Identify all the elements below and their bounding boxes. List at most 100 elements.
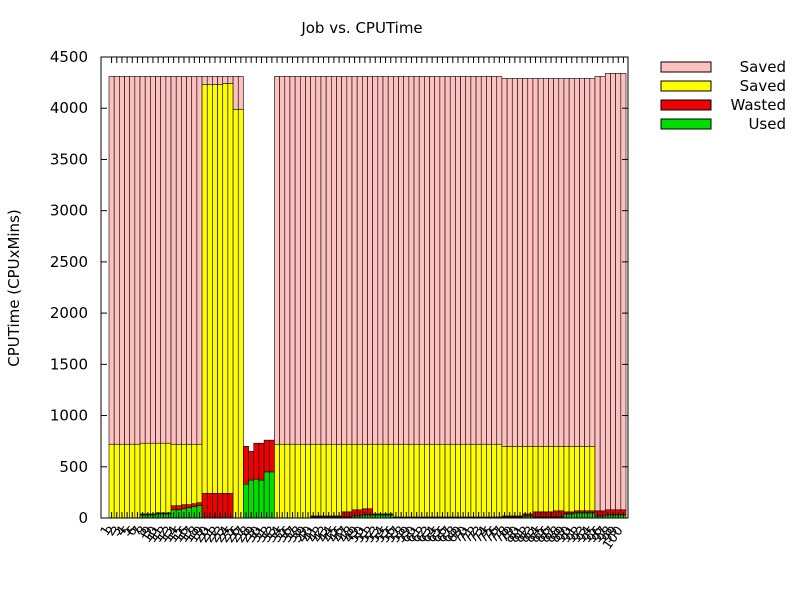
bar-52-series-3 [372, 76, 379, 445]
bar-44-series-3 [331, 76, 337, 445]
bar-89-series-2 [563, 445, 570, 513]
bar-81-series-2 [522, 445, 529, 515]
bar-51-series-2 [367, 443, 373, 510]
bar-93-series-2 [584, 445, 591, 512]
bar-87-series-3 [553, 78, 560, 447]
bar-85-series-3 [542, 78, 549, 447]
y-tick-label: 500 [59, 458, 88, 476]
bar-75-series-3 [491, 76, 498, 445]
bar-39-series-3 [305, 76, 311, 445]
bar-66-series-2 [444, 443, 451, 518]
bar-59-series-3 [408, 76, 415, 445]
bar-48-series-2 [351, 443, 358, 511]
bar-38-series-2 [299, 443, 306, 519]
bar-10-series-3 [155, 76, 161, 444]
bar-26-series-3 [237, 76, 244, 110]
bar-12-series-3 [165, 76, 172, 444]
bar-83-series-2 [532, 445, 539, 513]
bar-20-series-3 [206, 76, 213, 85]
bar-29-series-1 [253, 442, 260, 480]
bar-92-series-3 [579, 78, 585, 447]
bar-23-series-2 [222, 83, 229, 494]
bar-64-series-3 [434, 76, 441, 445]
bar-18-series-1 [196, 502, 203, 507]
bar-86-series-3 [548, 78, 554, 447]
bar-33-series-2 [274, 443, 280, 519]
bar-18-series-3 [196, 76, 203, 445]
bar-41-series-3 [315, 76, 322, 445]
bar-74-series-2 [486, 443, 492, 518]
bar-98-series-3 [610, 73, 616, 511]
bar-100-series-3 [620, 73, 627, 511]
x-tick-labels: 1234567891011121314151617181920212223242… [98, 524, 627, 553]
bar-21-series-3 [212, 76, 218, 85]
bar-78-series-2 [506, 445, 513, 517]
legend-swatch [660, 80, 712, 92]
y-tick-label: 4500 [50, 48, 88, 66]
bar-14-series-3 [175, 76, 182, 445]
bar-88-series-3 [558, 78, 565, 447]
bar-33-series-3 [274, 76, 280, 445]
bar-8-series-2 [144, 442, 151, 515]
bar-69-series-2 [460, 443, 467, 518]
bar-5-series-2 [129, 443, 136, 519]
bar-74-series-3 [486, 76, 492, 445]
bar-84-series-2 [537, 445, 544, 513]
bar-79-series-2 [511, 445, 518, 517]
bar-36-series-3 [289, 76, 296, 445]
bar-13-series-2 [170, 443, 177, 507]
bar-64-series-2 [434, 443, 441, 518]
bar-97-series-3 [605, 73, 611, 511]
bar-80-series-3 [517, 78, 523, 447]
bar-90-series-2 [568, 445, 575, 513]
bar-72-series-3 [475, 76, 482, 445]
bar-73-series-3 [480, 76, 487, 445]
bar-18-series-2 [196, 443, 203, 503]
bar-52-series-2 [372, 443, 379, 515]
bar-25-series-2 [232, 108, 239, 519]
bar-25-series-3 [232, 76, 239, 110]
bar-14-series-1 [175, 505, 182, 511]
y-tick-label: 2500 [50, 253, 88, 271]
y-tick-label: 2000 [50, 304, 88, 322]
bar-27-series-1 [243, 445, 249, 485]
legend-label: Used [748, 115, 786, 133]
bar-17-series-1 [191, 503, 198, 508]
bar-17-series-2 [191, 443, 198, 504]
bar-17-series-3 [191, 76, 198, 445]
bar-95-series-3 [594, 76, 601, 512]
bar-16-series-3 [186, 76, 193, 445]
chart-title: Job vs. CPUTime [300, 19, 422, 37]
y-tick-label: 0 [78, 509, 88, 527]
bar-67-series-3 [449, 76, 456, 445]
bar-76-series-2 [496, 443, 503, 518]
bar-50-series-3 [362, 76, 368, 445]
bar-34-series-3 [279, 76, 286, 445]
bar-60-series-3 [413, 76, 420, 445]
plot-border [100, 56, 629, 519]
bar-53-series-2 [377, 443, 384, 515]
bar-32-series-0 [268, 471, 275, 519]
bar-46-series-3 [341, 76, 348, 445]
bar-24-series-3 [227, 76, 234, 84]
bar-68-series-2 [455, 443, 461, 518]
bar-16-series-2 [186, 443, 193, 505]
bar-54-series-3 [382, 76, 389, 445]
y-tick-label: 1500 [50, 355, 88, 373]
bar-63-series-2 [429, 443, 436, 518]
bar-1-series-2 [108, 443, 115, 519]
bar-22-series-3 [217, 76, 224, 85]
bar-77-series-3 [501, 78, 508, 447]
bar-68-series-3 [455, 76, 461, 445]
bar-35-series-2 [284, 443, 291, 519]
bar-96-series-3 [599, 76, 606, 512]
bar-4-series-3 [124, 76, 130, 445]
bar-47-series-2 [346, 443, 353, 513]
bar-77-series-2 [501, 445, 508, 517]
ticks-group [101, 56, 628, 519]
bar-47-series-3 [346, 76, 353, 445]
bar-90-series-3 [568, 78, 575, 447]
bar-35-series-3 [284, 76, 291, 445]
bar-6-series-2 [134, 443, 141, 519]
